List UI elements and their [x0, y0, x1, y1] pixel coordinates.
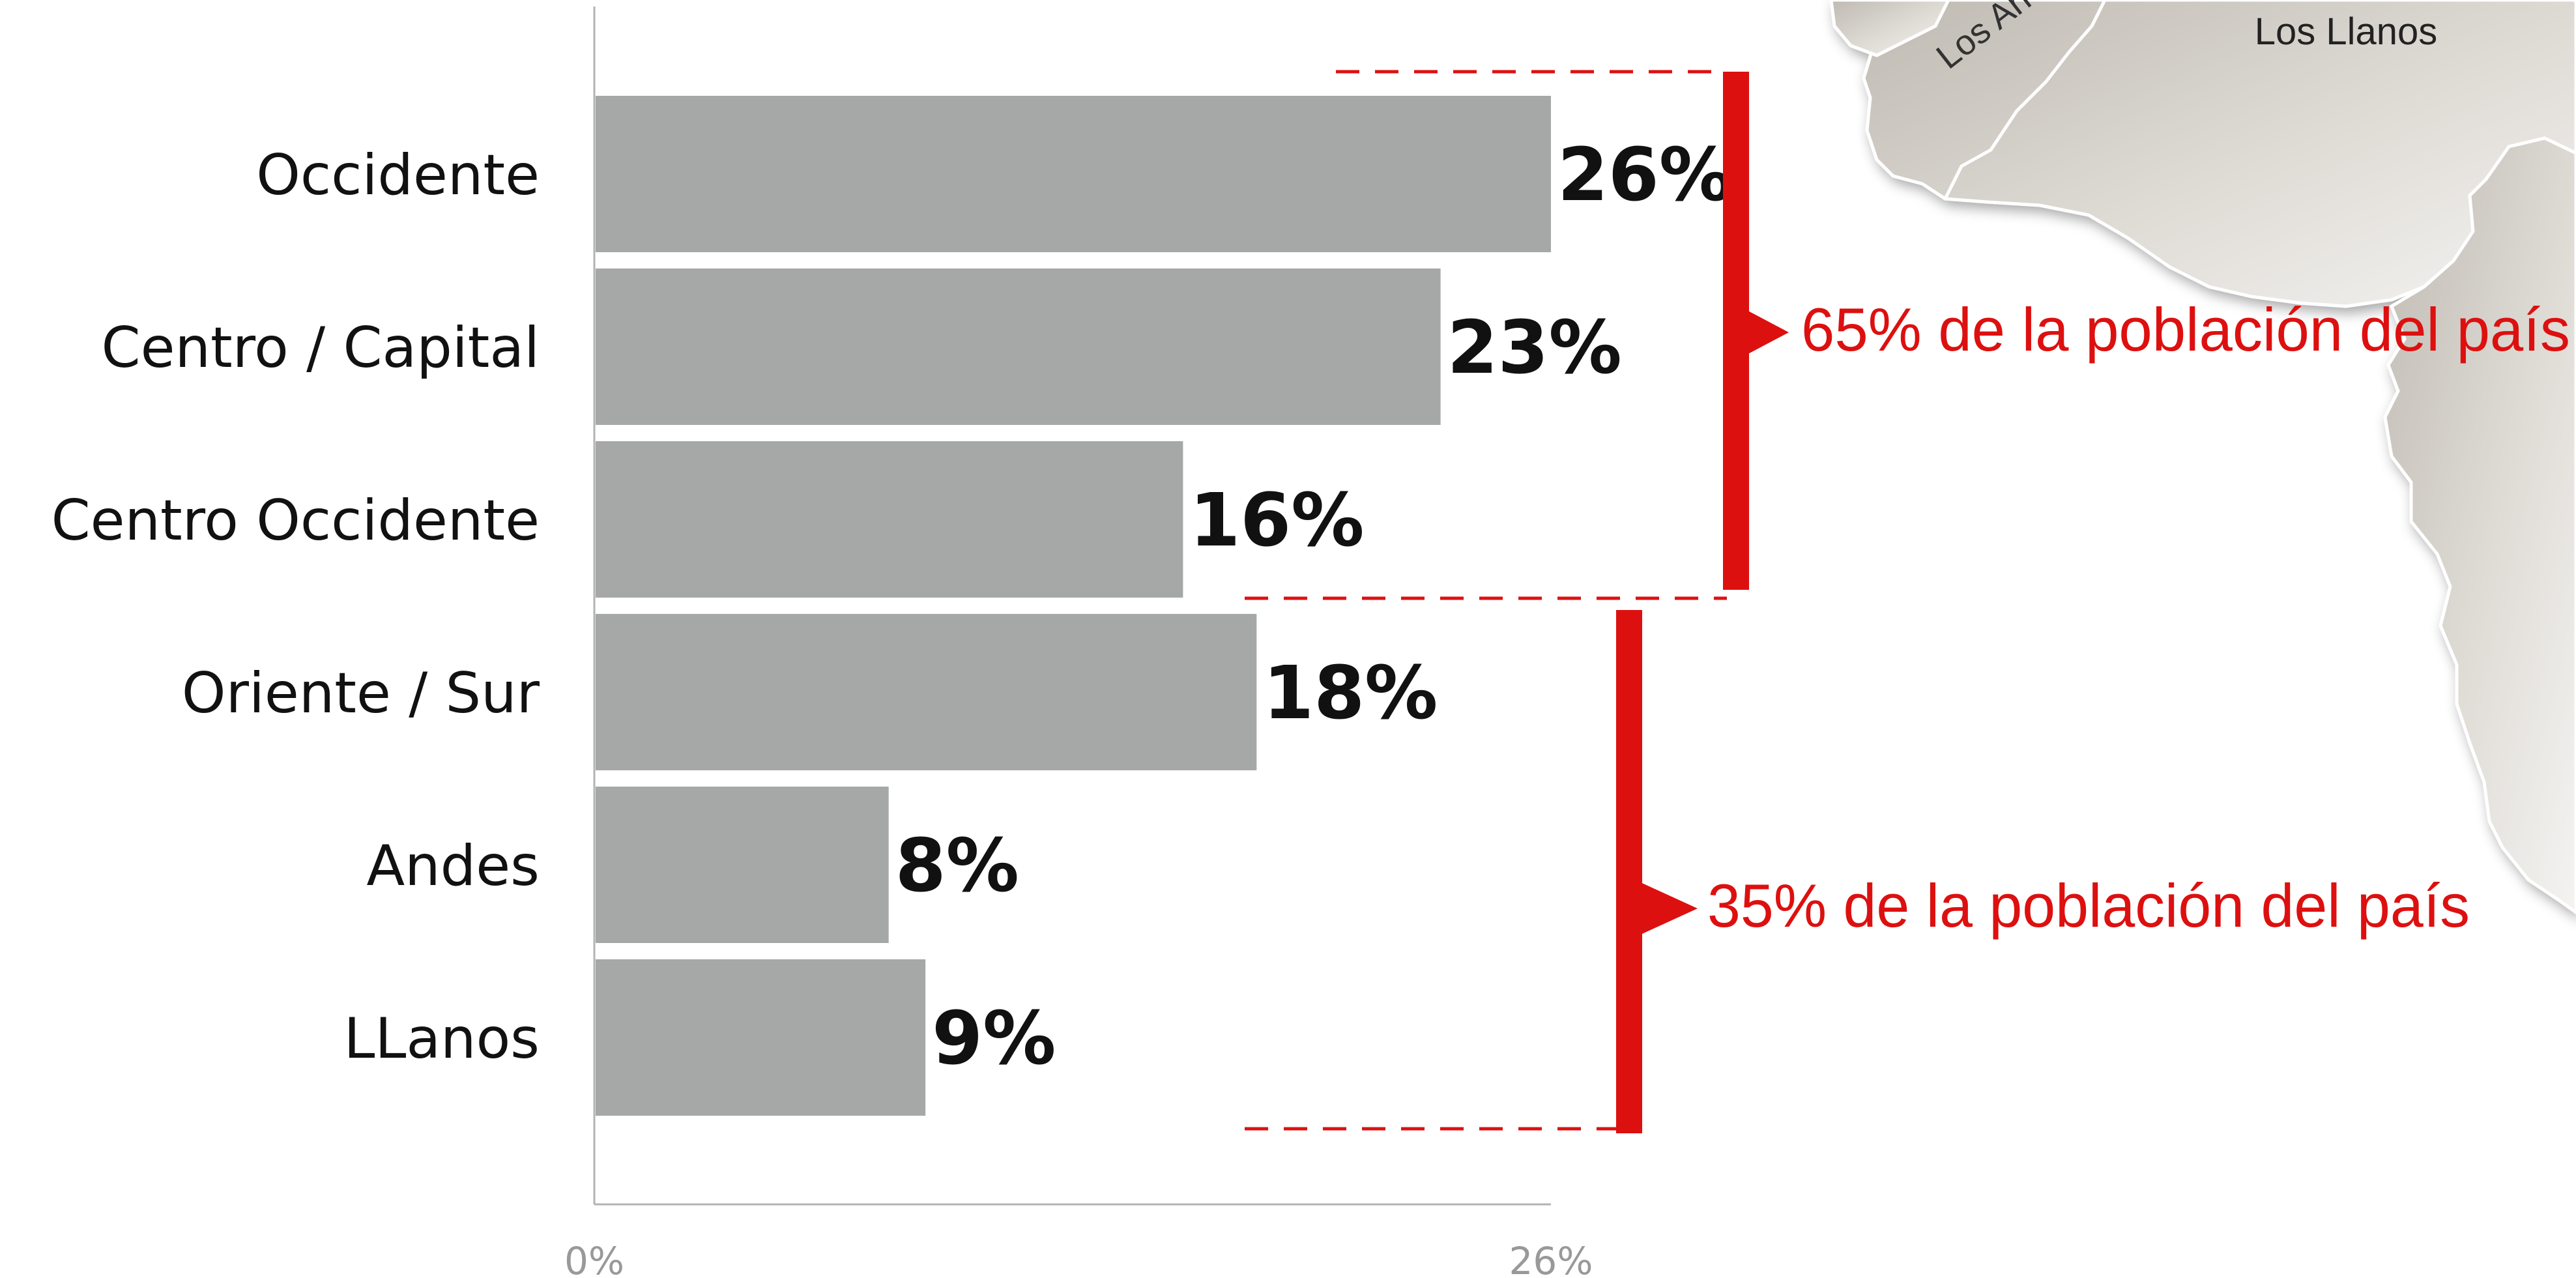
bar-series: [596, 96, 1551, 1116]
map-region-andes-edge: [1829, 0, 1950, 57]
category-label-llanos: LLanos: [344, 1006, 540, 1071]
value-label-oriente-sur: 18%: [1263, 651, 1438, 736]
annotation-65-label: 65% de la población del país: [1801, 295, 2570, 364]
value-label-centro-capital: 23%: [1447, 306, 1622, 390]
bar-occidente: [596, 96, 1551, 252]
value-label-centro-occidente: 16%: [1189, 478, 1364, 563]
category-label-occidente: Occidente: [256, 143, 540, 208]
value-label-occidente: 26%: [1557, 133, 1732, 218]
bracket-top-pointer-icon: [1733, 303, 1789, 362]
x-tick-label-1: 26%: [1509, 1239, 1593, 1278]
category-label-oriente-sur: Oriente / Sur: [182, 661, 540, 726]
bar-andes: [596, 787, 889, 943]
bar-llanos: [596, 959, 926, 1116]
value-label-andes: 8%: [895, 824, 1019, 908]
bracket-annotation-bottom: 35% de la población del país: [1245, 610, 2470, 1133]
category-label-centro-occidente: Centro Occidente: [51, 488, 540, 553]
bar-centro-occidente: [596, 441, 1183, 598]
annotation-35-label: 35% de la población del país: [1707, 871, 2470, 940]
category-labels: Occidente Centro / Capital Centro Occident…: [51, 143, 540, 1071]
map-label-los-llanos: Los Llanos: [2255, 10, 2438, 53]
map-fragment: Los Llanos Los An: [1829, 0, 2576, 915]
map-region-oriente: [2383, 136, 2576, 915]
map-region-border: [1943, 0, 2107, 200]
bracket-annotation-top: 65% de la población del país: [1245, 70, 2570, 600]
category-label-andes: Andes: [366, 834, 540, 899]
x-tick-labels: 0% 26%: [564, 1239, 1593, 1278]
value-labels: 26% 23% 16% 18% 8% 9%: [895, 133, 1732, 1081]
bracket-bottom-bar: [1616, 610, 1642, 1133]
bracket-bottom-pointer-icon: [1628, 877, 1698, 940]
x-tick-label-0: 0%: [564, 1239, 624, 1278]
value-label-llanos: 9%: [932, 996, 1056, 1081]
category-label-centro-capital: Centro / Capital: [102, 315, 540, 381]
bar-centro-capital: [596, 269, 1441, 425]
bar-oriente-sur: [596, 614, 1257, 770]
